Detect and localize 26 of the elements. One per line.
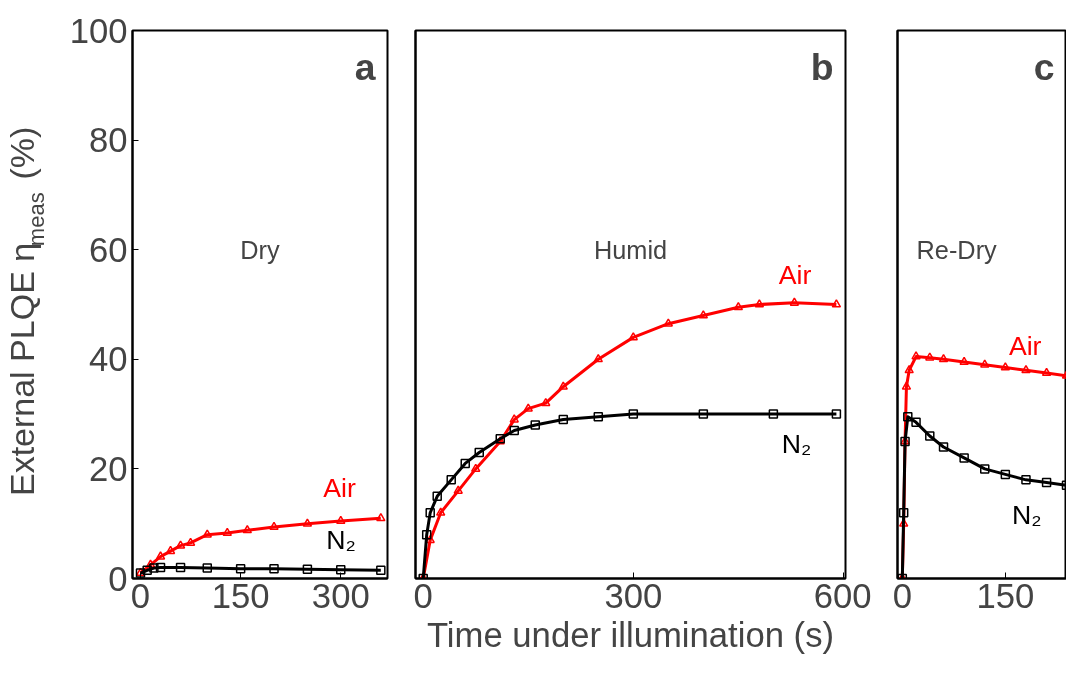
- y-tick-label: 60: [88, 230, 128, 269]
- x-tick-label: 600: [813, 576, 872, 615]
- y-tick-label: 40: [88, 340, 128, 379]
- series-label: Air: [323, 473, 356, 504]
- annotation: Re-Dry: [916, 235, 998, 264]
- x-axis-title: Time under illumination (s): [426, 615, 835, 654]
- series-label: Air: [1008, 330, 1042, 361]
- annotation: Humid: [593, 235, 668, 264]
- series-label: N₂: [1011, 500, 1042, 531]
- x-tick-label: 150: [211, 576, 270, 615]
- series-label: N₂: [781, 429, 812, 460]
- series-label: Air: [778, 259, 812, 290]
- annotation: a: [354, 45, 376, 88]
- y-tick-label: 100: [69, 11, 128, 50]
- x-tick-label: 150: [976, 576, 1035, 615]
- x-tick-label: 300: [311, 576, 370, 615]
- series-label: N₂: [326, 525, 356, 556]
- x-tick-label: 300: [604, 576, 663, 615]
- annotation: b: [810, 45, 834, 88]
- x-tick-label: 0: [413, 576, 433, 615]
- x-tick-label: 0: [892, 576, 912, 615]
- annotation: Dry: [240, 235, 281, 264]
- annotation: c: [1033, 45, 1055, 88]
- y-tick-label: 80: [88, 121, 128, 160]
- y-axis-title: External PLQE ηmeas (%): [2, 126, 49, 497]
- y-tick-label: 20: [88, 449, 128, 488]
